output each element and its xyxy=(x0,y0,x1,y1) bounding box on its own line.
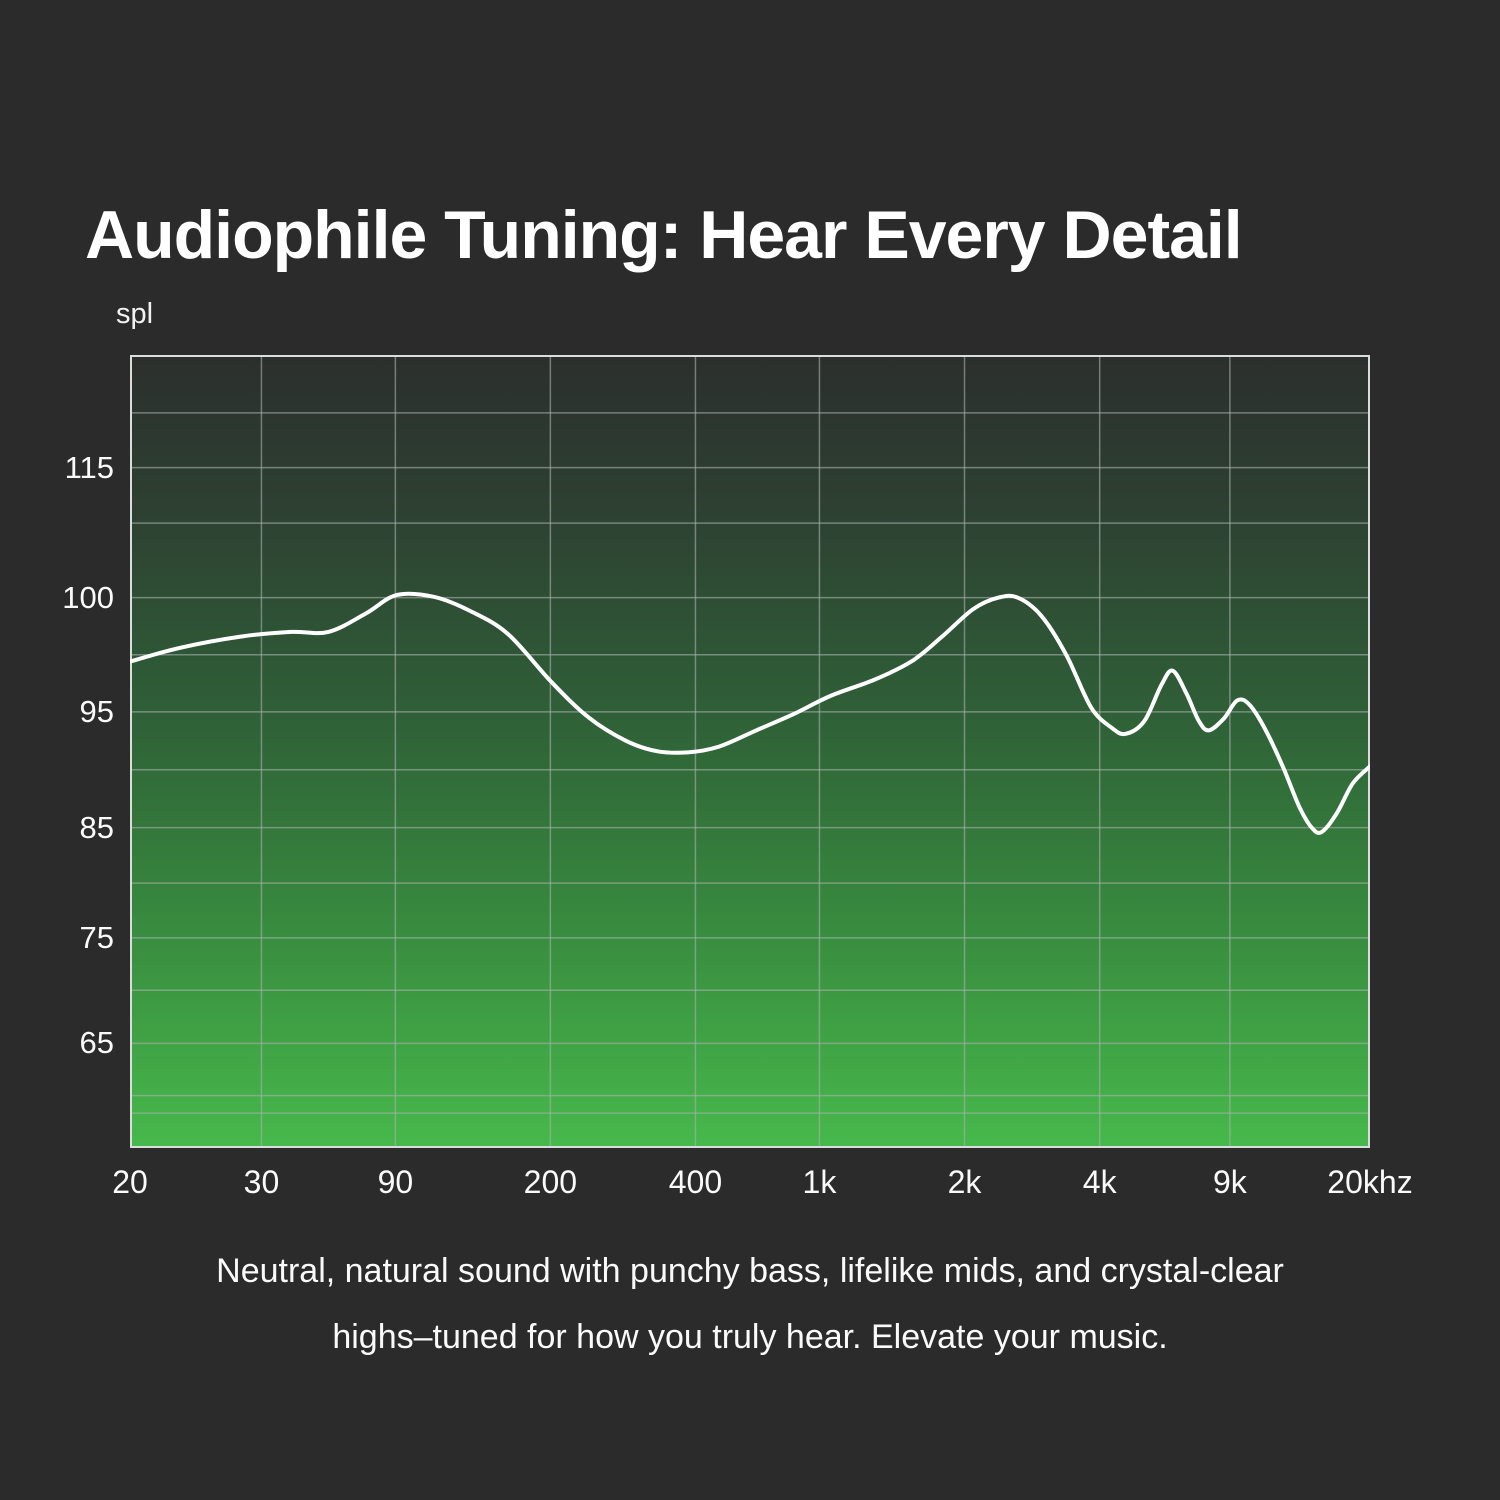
x-tick-label: 90 xyxy=(377,1164,414,1200)
frequency-response-curve xyxy=(130,591,1370,835)
x-tick-label: 20khz xyxy=(1327,1164,1413,1200)
caption: Neutral, natural sound with punchy bass,… xyxy=(100,1238,1400,1370)
plot-area xyxy=(130,355,1370,1148)
caption-line-1: Neutral, natural sound with punchy bass,… xyxy=(216,1252,1284,1290)
caption-line-2: highs–tuned for how you truly hear. Elev… xyxy=(332,1318,1168,1356)
x-tick-label: 9k xyxy=(1212,1164,1247,1200)
page-title: Audiophile Tuning: Hear Every Detail xyxy=(85,197,1243,273)
x-tick-label: 2k xyxy=(947,1164,982,1200)
x-tick-label: 1k xyxy=(802,1164,837,1200)
frequency-response-chart: 115 100 95 85 75 65 20 30 90 200 400 1k 2k 4k 9k 20khz xyxy=(62,355,1413,1200)
x-tick-label: 30 xyxy=(243,1164,280,1200)
y-tick-label: 75 xyxy=(79,919,114,955)
y-axis-unit-label: spl xyxy=(116,298,154,330)
y-tick-label: 115 xyxy=(64,449,114,485)
y-tick-label: 100 xyxy=(62,579,114,615)
x-axis-labels: 20 30 90 200 400 1k 2k 4k 9k 20khz xyxy=(112,1148,1412,1208)
x-tick-label: 4k xyxy=(1082,1164,1117,1200)
y-tick-label: 95 xyxy=(79,693,114,729)
x-tick-label: 20 xyxy=(112,1164,148,1200)
chart-canvas xyxy=(130,355,1370,1148)
y-tick-label: 85 xyxy=(79,809,114,845)
plot-border xyxy=(130,355,1370,1148)
y-tick-label: 65 xyxy=(79,1025,114,1061)
x-tick-label: 400 xyxy=(668,1164,723,1200)
y-axis-labels: 115 100 95 85 75 65 xyxy=(40,355,130,1148)
x-tick-label: 200 xyxy=(523,1164,578,1200)
